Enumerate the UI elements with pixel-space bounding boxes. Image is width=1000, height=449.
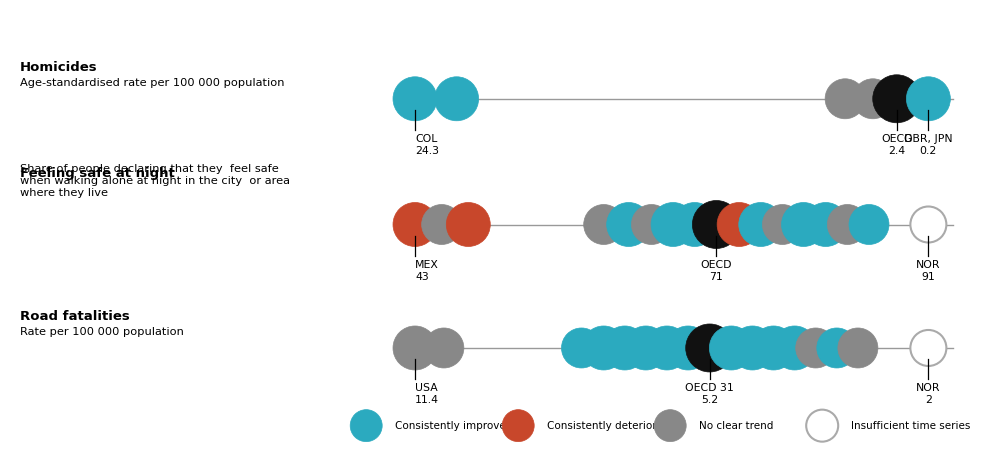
Ellipse shape [502,409,534,442]
Text: MEX
43: MEX 43 [415,260,439,282]
Ellipse shape [603,326,647,370]
Ellipse shape [825,79,865,119]
Ellipse shape [910,330,946,366]
Text: Rate per 100 000 population: Rate per 100 000 population [20,327,184,337]
Ellipse shape [796,328,836,368]
Ellipse shape [673,202,717,247]
Ellipse shape [631,204,671,245]
Ellipse shape [849,204,889,245]
Text: Consistently deteriorated: Consistently deteriorated [547,421,680,431]
Ellipse shape [739,202,783,247]
Ellipse shape [806,409,838,442]
Text: OECD
2.4: OECD 2.4 [881,134,912,156]
Ellipse shape [817,328,857,368]
Ellipse shape [651,202,695,247]
Ellipse shape [393,326,437,370]
Ellipse shape [654,409,686,442]
Ellipse shape [752,326,796,370]
Ellipse shape [393,202,437,247]
Text: OECD
71: OECD 71 [701,260,732,282]
Ellipse shape [607,202,651,247]
Text: Age-standardised rate per 100 000 population: Age-standardised rate per 100 000 popula… [20,78,285,88]
Ellipse shape [686,324,734,372]
Text: No clear trend: No clear trend [699,421,773,431]
Ellipse shape [717,202,761,247]
Ellipse shape [584,204,624,245]
Ellipse shape [838,328,878,368]
Text: Road fatalities: Road fatalities [20,310,130,323]
Text: NOR
2: NOR 2 [916,383,941,405]
Ellipse shape [666,326,710,370]
Ellipse shape [773,326,817,370]
Text: NOR
91: NOR 91 [916,260,941,282]
Text: Consistently improved: Consistently improved [395,421,512,431]
Ellipse shape [853,79,893,119]
Text: USA
11.4: USA 11.4 [415,383,439,405]
Text: OECD 31
5.2: OECD 31 5.2 [685,383,734,405]
Text: GBR, JPN
0.2: GBR, JPN 0.2 [904,134,953,156]
Ellipse shape [446,202,490,247]
Text: Insufficient time series: Insufficient time series [851,421,970,431]
Ellipse shape [782,202,826,247]
Ellipse shape [762,204,802,245]
Ellipse shape [709,326,753,370]
Ellipse shape [435,77,479,121]
Ellipse shape [350,409,382,442]
Text: Feeling safe at night: Feeling safe at night [20,167,175,180]
Ellipse shape [730,326,774,370]
Ellipse shape [906,77,950,121]
Ellipse shape [393,77,437,121]
Ellipse shape [910,207,946,242]
Text: Homicides: Homicides [20,61,98,74]
Ellipse shape [562,328,602,368]
Ellipse shape [582,326,626,370]
Ellipse shape [424,328,464,368]
Ellipse shape [645,326,689,370]
Ellipse shape [804,202,848,247]
Ellipse shape [624,326,668,370]
Ellipse shape [873,75,921,123]
Ellipse shape [422,204,462,245]
Text: COL
24.3: COL 24.3 [415,134,439,156]
Ellipse shape [692,201,740,248]
Ellipse shape [827,204,867,245]
Text: Share of people declaring that they  feel safe
when walking alone at night in th: Share of people declaring that they feel… [20,164,290,198]
